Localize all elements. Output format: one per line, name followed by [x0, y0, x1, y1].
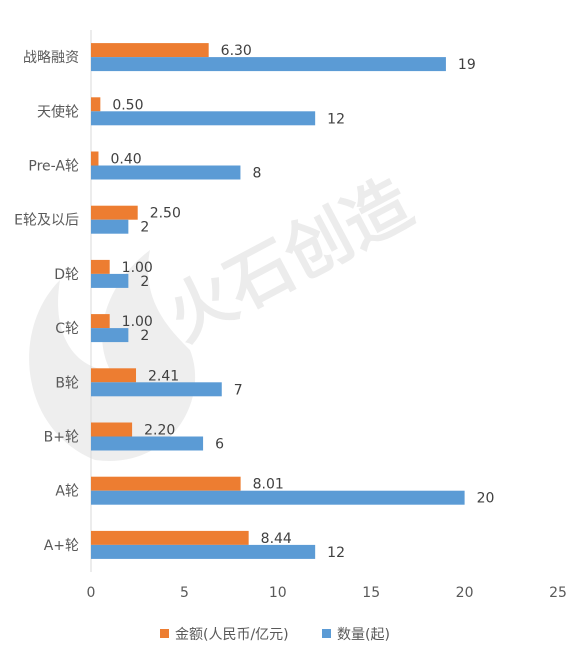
count-data-label: 2 — [140, 328, 149, 344]
x-tick-label: 25 — [549, 585, 567, 601]
amount-data-label: 0.40 — [110, 152, 141, 168]
amount-bar — [91, 43, 209, 58]
amount-data-label: 1.00 — [122, 314, 153, 330]
amount-bar — [91, 530, 249, 545]
amount-data-label: 2.50 — [150, 206, 181, 222]
amount-data-label: 8.01 — [253, 477, 284, 493]
count-data-label: 7 — [234, 382, 243, 398]
legend-amount-swatch — [160, 629, 169, 638]
category-label: 天使轮 — [37, 103, 79, 120]
category-label: Pre-A轮 — [28, 159, 79, 175]
x-tick-label: 15 — [362, 585, 380, 601]
watermark-flame-icon — [29, 250, 196, 461]
count-data-label: 6 — [215, 437, 224, 453]
x-tick-label: 20 — [456, 585, 474, 601]
count-data-label: 2 — [140, 274, 149, 290]
amount-bar — [91, 314, 110, 329]
amount-bar — [91, 422, 133, 437]
count-bar — [91, 219, 129, 234]
category-label: C轮 — [55, 321, 79, 337]
amount-bar — [91, 151, 99, 166]
count-data-label: 19 — [458, 57, 476, 73]
category-label: A+轮 — [44, 538, 79, 554]
x-tick-label: 0 — [87, 585, 96, 601]
count-data-label: 8 — [252, 166, 261, 182]
count-data-label: 12 — [327, 545, 345, 561]
amount-data-label: 2.20 — [144, 423, 175, 439]
count-bar — [91, 328, 129, 343]
legend-count-label: 数量(起) — [337, 627, 390, 643]
count-bar — [91, 436, 204, 451]
count-bar — [91, 111, 316, 126]
amount-data-label: 2.41 — [148, 368, 179, 384]
x-tick-label: 5 — [180, 585, 189, 601]
category-label: B+轮 — [44, 430, 79, 446]
watermark-logo: 火石创造 — [29, 164, 424, 461]
legend-amount-label: 金额(人民币/亿元) — [175, 627, 289, 643]
amount-bar — [91, 205, 138, 220]
count-bar — [91, 490, 465, 505]
count-bar — [91, 273, 129, 288]
amount-data-label: 1.00 — [122, 260, 153, 276]
x-tick-label: 10 — [269, 585, 287, 601]
count-data-label: 2 — [140, 220, 149, 236]
count-bar — [91, 165, 241, 180]
amount-bar — [91, 476, 241, 491]
legend-count-swatch — [322, 629, 331, 638]
count-bar — [91, 544, 316, 559]
category-label: 战略融资 — [23, 50, 79, 66]
legend: 金额(人民币/亿元) 数量(起) — [160, 627, 390, 643]
count-bar — [91, 382, 222, 397]
count-data-label: 12 — [327, 111, 345, 127]
amount-data-label: 6.30 — [221, 43, 252, 59]
count-bar — [91, 57, 446, 72]
amount-data-label: 8.44 — [261, 531, 292, 547]
category-label: D轮 — [54, 267, 79, 283]
watermark-text: 火石创造 — [155, 164, 424, 356]
amount-bar — [91, 97, 101, 112]
amount-bar — [91, 368, 137, 383]
category-label: A轮 — [55, 484, 79, 500]
count-data-label: 20 — [477, 491, 495, 507]
category-label: E轮及以后 — [14, 213, 79, 229]
amount-data-label: 0.50 — [112, 97, 143, 113]
category-label: B轮 — [55, 375, 79, 391]
amount-bar — [91, 259, 110, 274]
